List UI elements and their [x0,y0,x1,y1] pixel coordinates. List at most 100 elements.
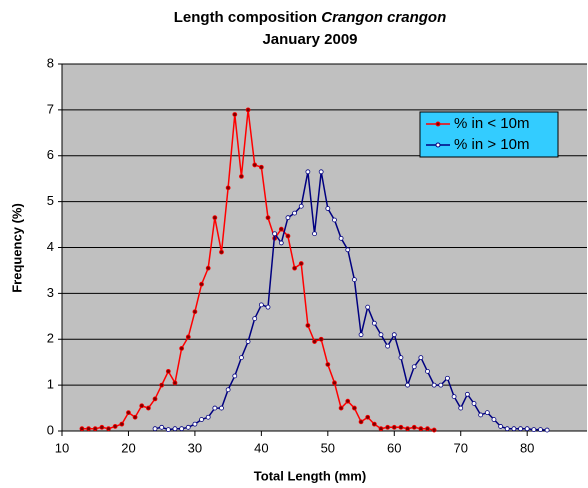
data-point [225,185,231,191]
data-point [345,398,351,404]
data-point [411,364,417,370]
data-point [371,421,377,427]
data-point [332,380,337,386]
data-point [391,424,397,430]
legend-label: % in < 10m [454,115,529,132]
data-point [292,210,297,216]
data-point [312,231,317,237]
data-point [172,426,178,432]
data-point [159,382,165,388]
data-point [531,427,537,433]
data-point [252,316,258,322]
data-point [145,405,151,411]
data-point [185,424,191,430]
y-tick-label: 5 [47,193,54,208]
legend-marker [435,121,441,127]
data-point [378,332,384,338]
data-point [119,421,125,427]
data-point [358,332,364,338]
data-point [212,215,218,221]
data-point [285,233,291,239]
data-point [431,382,437,388]
data-point [152,426,158,432]
data-point [464,391,470,397]
data-point [398,424,404,430]
data-point [391,332,397,338]
y-tick-label: 3 [47,285,54,300]
data-point [79,426,85,432]
data-point [185,334,191,340]
y-tick-label: 6 [47,147,54,162]
data-point [318,336,324,342]
data-point [518,426,523,432]
data-point [365,414,371,420]
x-tick-label: 70 [453,440,467,455]
data-point [225,387,231,393]
data-point [252,162,258,168]
data-point [484,410,490,416]
data-point [498,424,504,429]
data-point [305,323,311,328]
data-point [219,405,224,411]
data-point [106,426,111,432]
data-point [132,414,138,420]
legend-marker [435,142,441,148]
data-point [298,203,304,209]
data-point [86,426,91,432]
data-point [232,112,238,117]
data-point [239,173,244,179]
data-point [385,424,391,430]
data-point [445,375,450,381]
data-point [478,412,484,418]
chart-title-species: Crangon crangon [321,9,446,26]
data-point [325,362,331,367]
y-tick-label: 1 [47,377,54,392]
data-point [232,373,238,379]
chart-title: Length composition [174,9,317,26]
data-point [398,355,404,361]
data-point [425,368,430,374]
data-point [451,394,457,399]
y-tick-label: 4 [47,239,54,254]
data-point [239,355,244,361]
data-point [411,424,417,430]
data-point [378,426,384,432]
data-point [332,217,337,223]
data-point [538,427,543,433]
data-point [371,320,377,326]
x-tick-label: 40 [254,440,268,455]
data-point [139,403,145,409]
data-point [245,339,251,344]
data-point [504,426,510,432]
data-point [192,421,198,427]
data-point [199,281,204,287]
x-tick-label: 80 [520,440,534,455]
data-point [258,164,264,170]
data-point [265,304,271,310]
data-point [405,382,410,388]
y-axis-title: Frequency (%) [9,203,24,293]
x-tick-label: 60 [387,440,401,455]
data-point [212,405,218,411]
data-point [365,304,371,310]
data-point [338,405,344,411]
data-point [491,417,497,422]
data-point [298,261,304,266]
data-point [159,424,165,430]
data-point [92,426,98,432]
data-point [385,343,391,349]
data-point [126,410,131,416]
data-point [352,277,357,283]
chart-title-line: Length composition Crangon crangon [174,9,447,26]
data-point [312,339,317,344]
data-point [325,206,331,211]
data-point [219,249,224,255]
data-point [345,247,351,253]
data-point [278,226,284,232]
x-tick-label: 30 [188,440,202,455]
data-point [285,215,291,221]
legend-box [419,111,559,158]
legend-label: % in > 10m [454,136,529,153]
data-point [152,396,158,402]
